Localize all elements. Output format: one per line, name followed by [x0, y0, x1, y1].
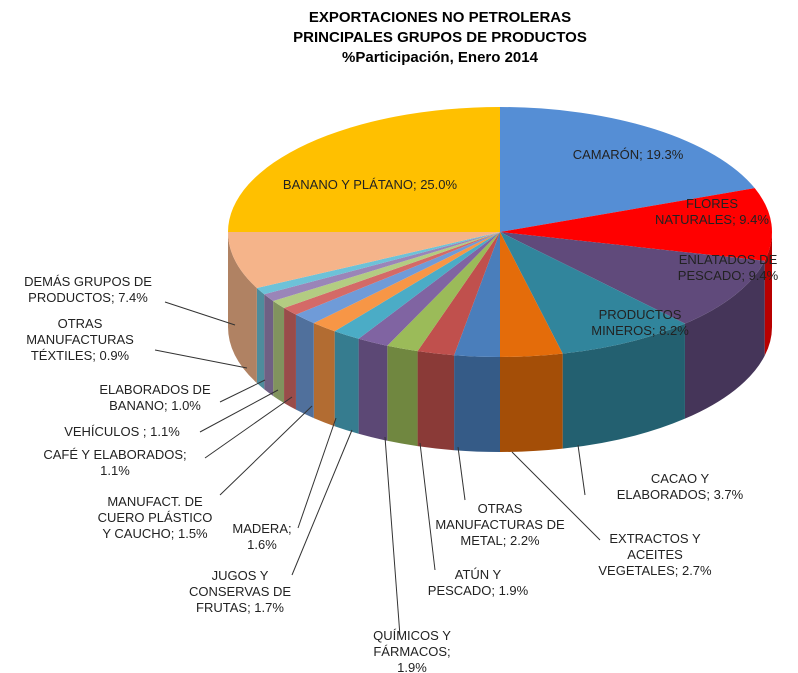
- data-label: BANANO Y PLÁTANO; 25.0%: [282, 177, 458, 192]
- slice: [295, 232, 500, 324]
- leader-line: [164, 301, 236, 326]
- leader-line: [511, 451, 601, 541]
- leader-line: [154, 349, 248, 369]
- slice-side: [295, 314, 314, 419]
- leader-line: [419, 442, 436, 571]
- slice: [228, 107, 500, 232]
- slice: [500, 232, 765, 324]
- slice-side: [358, 338, 388, 441]
- data-label: PRODUCTOS MINEROS; 8.2%: [591, 307, 689, 338]
- leader-line: [384, 436, 401, 637]
- leader-line: [219, 379, 266, 403]
- slice: [387, 232, 500, 352]
- leader-line: [457, 446, 466, 501]
- leader-line: [199, 389, 279, 433]
- slice: [228, 232, 500, 289]
- slice-side: [764, 232, 773, 356]
- slice-side: [284, 307, 296, 410]
- slice: [313, 232, 500, 332]
- data-label: MADERA; 1.6%: [232, 521, 292, 552]
- leader-line: [204, 396, 293, 459]
- chart-title: PRINCIPALES GRUPOS DE PRODUCTOS: [293, 29, 587, 46]
- slice: [500, 232, 685, 354]
- data-label: CAMARÓN; 19.3%: [572, 147, 684, 162]
- data-label: ENLATADOS DE PESCADO; 9.4%: [677, 252, 779, 283]
- data-label: MANUFACT. DE CUERO PLÁSTICO Y CAUCHO; 1.…: [97, 494, 213, 541]
- slice: [454, 232, 500, 357]
- leader-line: [291, 429, 353, 576]
- slice-side: [387, 345, 418, 447]
- chart-title: %Participación, Enero 2014: [342, 49, 539, 66]
- data-label: EXTRACTOS Y ACEITES VEGETALES; 2.7%: [598, 531, 712, 578]
- slice-side: [264, 294, 274, 396]
- slice-side: [500, 353, 563, 452]
- slice-side: [273, 300, 285, 403]
- slice-side: [454, 355, 500, 452]
- slice: [500, 232, 563, 357]
- slice-side: [417, 351, 455, 451]
- slice-side: [313, 323, 335, 427]
- slice: [417, 232, 500, 356]
- slice: [273, 232, 500, 308]
- slice-side: [334, 331, 359, 434]
- data-label: ELABORADOS DE BANANO; 1.0%: [99, 382, 211, 413]
- chart-title: EXPORTACIONES NO PETROLERAS: [309, 9, 571, 26]
- data-label: OTRAS MANUFACTURAS DE METAL; 2.2%: [435, 501, 565, 548]
- leader-line: [577, 444, 586, 496]
- data-label: VEHÍCULOS ; 1.1%: [64, 424, 180, 439]
- slice: [500, 107, 755, 232]
- slice-side: [562, 323, 685, 449]
- slice: [256, 232, 500, 295]
- data-label: FLORES NATURALES; 9.4%: [655, 196, 769, 227]
- slice: [334, 232, 500, 339]
- data-label: OTRAS MANUFACTURAS TÉXTILES; 0.9%: [26, 316, 134, 363]
- slice-side: [684, 260, 765, 419]
- data-label: JUGOS Y CONSERVAS DE FRUTAS; 1.7%: [188, 568, 292, 615]
- slice-side: [228, 232, 257, 384]
- data-label: ATÚN Y PESCADO; 1.9%: [427, 567, 529, 598]
- slice: [264, 232, 500, 301]
- slice: [500, 188, 772, 261]
- slice: [358, 232, 500, 346]
- data-label: QUÍMICOS Y FÁRMACOS; 1.9%: [373, 628, 451, 673]
- data-label: CAFÉ Y ELABORADOS; 1.1%: [43, 447, 187, 478]
- slice-side: [256, 288, 265, 390]
- data-label: CACAO Y ELABORADOS; 3.7%: [616, 471, 744, 502]
- leader-line: [219, 405, 313, 496]
- slice: [284, 232, 500, 315]
- leader-line: [297, 417, 337, 529]
- data-label: DEMÁS GRUPOS DE PRODUCTOS; 7.4%: [24, 274, 152, 305]
